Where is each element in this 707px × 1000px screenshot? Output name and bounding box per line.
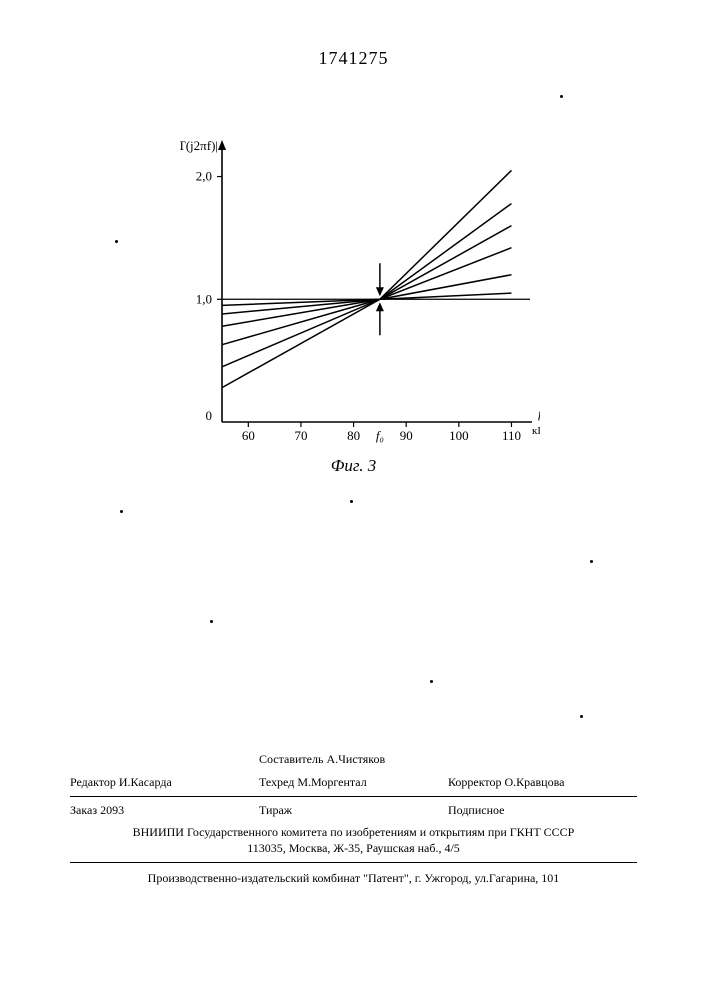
chart-svg: 60 70 80 90 100 110 f₀ 0 1,0 2,0 |T(j2πf)| f кГц [180,140,540,450]
svg-text:f₀: f₀ [376,428,384,443]
podpisnoe-cell: Подписное [448,803,637,818]
corrector-cell [448,752,637,767]
figure-caption: Фиг. 3 [0,456,707,476]
svg-text:f: f [538,406,540,421]
corrector-label: Корректор [448,775,502,789]
order-no: 2093 [100,803,124,817]
svg-text:80: 80 [347,428,360,443]
noise-dot [590,560,593,563]
svg-text:60: 60 [242,428,255,443]
svg-text:0: 0 [206,408,213,423]
editor-label: Редактор [70,775,116,789]
order-row: Заказ 2093 Тираж Подписное [70,799,637,822]
footer-block: Составитель А.Чистяков Редактор И.Касард… [70,748,637,892]
svg-text:100: 100 [449,428,469,443]
credits-row-2: Редактор И.Касарда Техред М.Моргентал Ко… [70,771,637,794]
page: 1741275 60 70 80 90 100 110 f₀ 0 1,0 2,0 |T(j2πf)|… [0,0,707,1000]
svg-text:|T(j2πf)|: |T(j2πf)| [180,140,218,153]
tech-name: М.Моргентал [297,775,366,789]
composer-cell: Составитель А.Чистяков [259,752,448,767]
noise-dot [120,510,123,513]
noise-dot [115,240,118,243]
svg-text:110: 110 [502,428,521,443]
svg-text:90: 90 [400,428,413,443]
editor-name: И.Касарда [119,775,172,789]
editor-cell [70,752,259,767]
svg-text:1,0: 1,0 [196,291,212,306]
tech-label: Техред [259,775,294,789]
credits-row-1: Составитель А.Чистяков [70,748,637,771]
tech-cell: Техред М.Моргентал [259,775,448,790]
chart-figure-3: 60 70 80 90 100 110 f₀ 0 1,0 2,0 |T(j2πf)| f кГц [180,140,540,450]
corrector-cell-2: Корректор О.Кравцова [448,775,637,790]
document-number: 1741275 [0,48,707,69]
printer-line: Производственно-издательский комбинат "П… [70,865,637,892]
editor-cell-2: Редактор И.Касарда [70,775,259,790]
org-line: ВНИИПИ Государственного комитета по изоб… [70,822,637,841]
noise-dot [580,715,583,718]
corrector-name: О.Кравцова [505,775,565,789]
noise-dot [560,95,563,98]
svg-text:2,0: 2,0 [196,169,212,184]
noise-dot [210,620,213,623]
order-label: Заказ [70,803,97,817]
svg-text:70: 70 [294,428,307,443]
address-line: 113035, Москва, Ж-35, Раушская наб., 4/5 [70,841,637,860]
order-cell: Заказ 2093 [70,803,259,818]
composer-label: Составитель [259,752,323,766]
svg-text:кГц: кГц [532,425,540,437]
composer-name: А.Чистяков [326,752,385,766]
noise-dot [430,680,433,683]
tirazh-cell: Тираж [259,803,448,818]
separator-2 [70,862,637,863]
noise-dot [350,500,353,503]
separator-1 [70,796,637,797]
